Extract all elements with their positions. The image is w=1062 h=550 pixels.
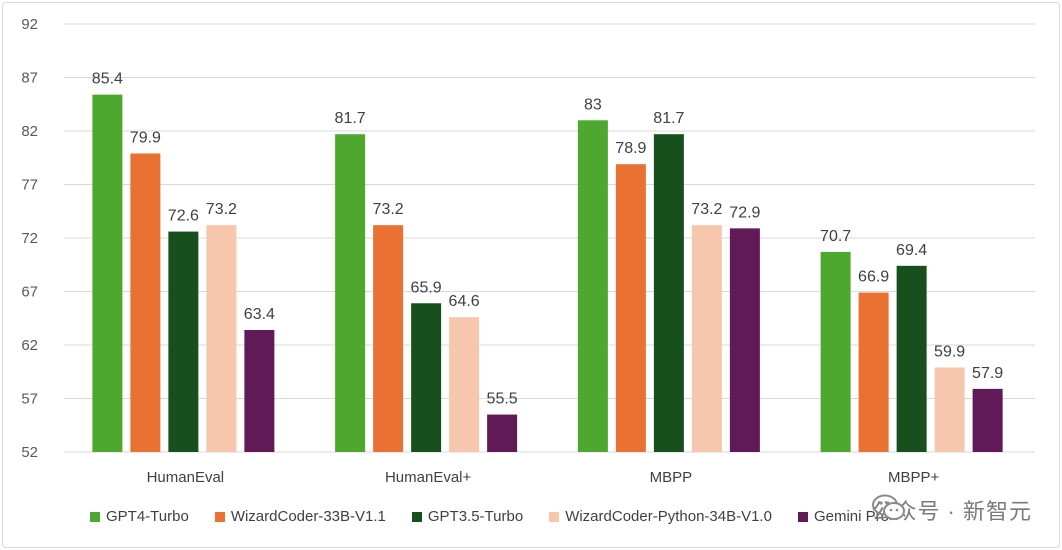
- data-label: 73.2: [206, 201, 237, 218]
- bar: [335, 134, 366, 452]
- bar: [411, 303, 442, 452]
- data-label: 78.9: [615, 140, 646, 157]
- data-label: 72.9: [729, 204, 760, 221]
- data-label: 63.4: [244, 306, 275, 323]
- data-label: 72.6: [168, 208, 199, 225]
- x-category-label: MBPP: [650, 469, 693, 486]
- data-label: 55.5: [487, 391, 518, 408]
- legend-swatch: [549, 511, 560, 522]
- chart-legend: GPT4-Turbo WizardCoder-33B-V1.1 GPT3.5-Tur…: [90, 508, 889, 525]
- bar: [820, 251, 851, 452]
- bar: [896, 265, 927, 452]
- bar: [373, 225, 404, 452]
- bar-chart: 52 57 62 67 72 77 82 87 92 85.4 79.9 72.6 73.2 63.4 Hu…: [21, 16, 1035, 486]
- data-label: 85.4: [92, 71, 123, 88]
- bar: [206, 225, 237, 452]
- watermark: 公众号 · 新智元: [871, 494, 1032, 526]
- bar: [92, 94, 123, 453]
- data-label: 66.9: [858, 269, 889, 286]
- y-tick-label: 52: [21, 444, 38, 461]
- legend-item: GPT4-Turbo: [90, 508, 189, 525]
- x-category-label: MBPP+: [888, 469, 940, 486]
- bar: [130, 153, 161, 452]
- y-tick-label: 87: [21, 70, 38, 87]
- x-category-label: HumanEval: [147, 469, 225, 486]
- data-label: 59.9: [934, 343, 965, 360]
- y-tick-label: 57: [21, 391, 38, 408]
- data-label: 83: [584, 96, 602, 113]
- data-label: 65.9: [411, 279, 442, 296]
- data-label: 64.6: [449, 293, 480, 310]
- bar: [449, 317, 480, 452]
- y-tick-label: 72: [21, 230, 38, 247]
- bar: [487, 414, 518, 452]
- legend-item: GPT3.5-Turbo: [411, 508, 524, 525]
- legend-label: WizardCoder-Python-34B-V1.0: [565, 508, 772, 525]
- legend-label: GPT4-Turbo: [106, 508, 189, 525]
- data-label: 73.2: [691, 201, 722, 218]
- bar: [577, 120, 608, 453]
- data-label: 57.9: [972, 365, 1003, 382]
- bar: [244, 330, 275, 452]
- legend-label: GPT3.5-Turbo: [427, 508, 524, 525]
- legend-swatch: [90, 511, 100, 522]
- x-category-label: HumanEval+: [385, 469, 472, 486]
- bar: [615, 164, 646, 453]
- bar: [729, 228, 760, 452]
- legend-item: Gemini Pro: [797, 508, 889, 525]
- wechat-icon: [872, 494, 906, 520]
- y-tick-label: 82: [21, 123, 38, 140]
- data-label: 69.4: [896, 242, 927, 259]
- legend-swatch: [411, 511, 422, 522]
- legend-label: WizardCoder-33B-V1.1: [230, 508, 386, 525]
- data-label: 73.2: [373, 201, 404, 218]
- legend-item: WizardCoder-Python-34B-V1.0: [549, 508, 772, 525]
- legend-item: WizardCoder-33B-V1.1: [214, 508, 386, 525]
- legend-label: Gemini Pro: [813, 508, 889, 525]
- y-tick-label: 67: [21, 284, 38, 301]
- bar: [972, 388, 1003, 452]
- bar: [168, 231, 199, 452]
- data-label: 70.7: [820, 228, 851, 245]
- legend-swatch: [797, 511, 808, 522]
- bar: [934, 367, 965, 452]
- y-tick-label: 62: [21, 337, 38, 354]
- data-label: 81.7: [653, 110, 684, 127]
- bar: [691, 225, 722, 452]
- y-tick-label: 77: [21, 177, 38, 194]
- data-label: 81.7: [335, 110, 366, 127]
- legend-swatch: [214, 511, 225, 522]
- bar: [653, 134, 684, 452]
- y-tick-label: 92: [21, 16, 38, 33]
- bar: [858, 292, 889, 452]
- data-label: 79.9: [130, 129, 161, 146]
